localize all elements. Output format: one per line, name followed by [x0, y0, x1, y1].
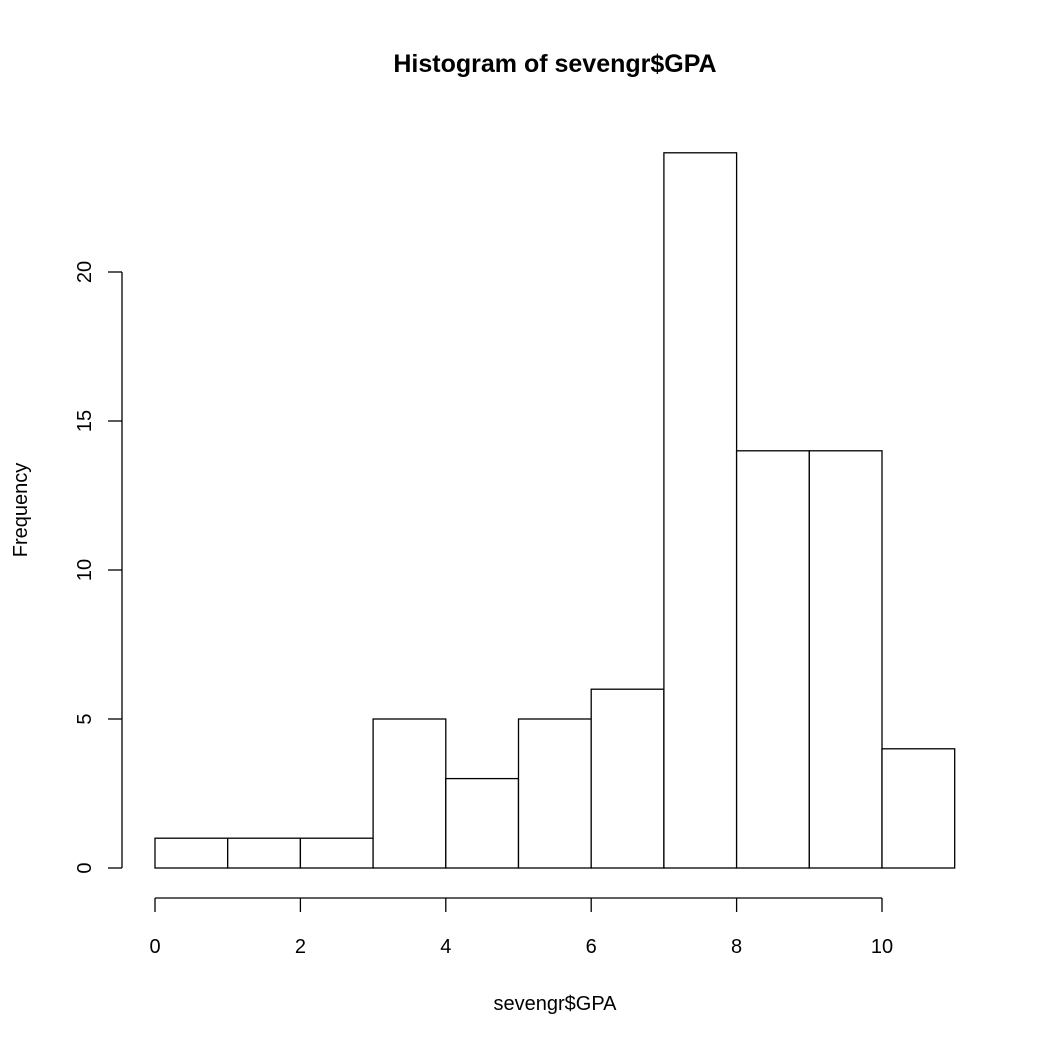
- y-tick-label-10: 10: [74, 559, 96, 581]
- x-tick-label-6: 6: [586, 936, 597, 958]
- y-tick-label-20: 20: [74, 261, 96, 283]
- histogram-bar-4: [445, 777, 520, 869]
- x-tick-label-0: 0: [149, 936, 160, 958]
- histogram-bar-2: [299, 837, 374, 869]
- histogram-bar-5: [517, 718, 592, 869]
- histogram-bar-7: [663, 152, 738, 869]
- histogram-bar-9: [808, 450, 883, 869]
- y-tick-label-5: 5: [74, 713, 96, 724]
- x-tick-label-2: 2: [295, 936, 306, 958]
- histogram-bar-0: [154, 837, 229, 869]
- y-tick-label-0: 0: [74, 862, 96, 873]
- histogram-bar-8: [735, 450, 810, 869]
- x-tick-label-4: 4: [440, 936, 451, 958]
- x-axis: 0 2 4 6 8 10: [149, 897, 893, 958]
- histogram-bar-1: [227, 837, 302, 869]
- y-axis: 0 5 10 15 20: [74, 261, 123, 874]
- histogram-bar-3: [372, 718, 447, 869]
- histogram-bar-6: [590, 688, 665, 869]
- y-axis-title: Frequency: [10, 463, 32, 558]
- y-tick-label-15: 15: [74, 410, 96, 432]
- x-tick-label-8: 8: [731, 936, 742, 958]
- chart-title: Histogram of sevengr$GPA: [393, 50, 716, 78]
- x-tick-label-10: 10: [871, 936, 893, 958]
- histogram-bar-10: [881, 748, 956, 869]
- x-axis-title: sevengr$GPA: [493, 993, 617, 1015]
- bars-group: [154, 152, 956, 869]
